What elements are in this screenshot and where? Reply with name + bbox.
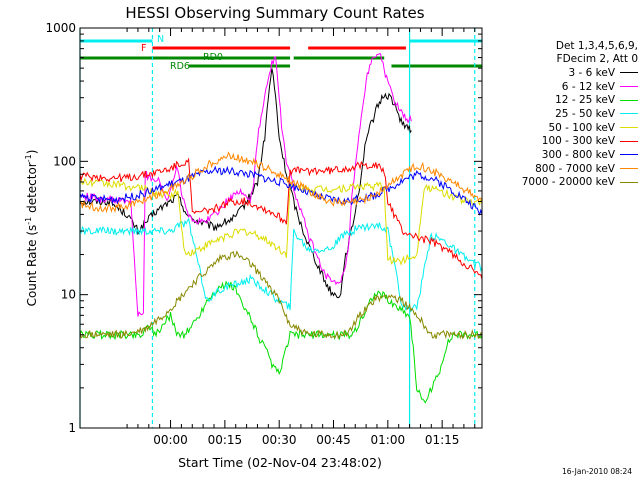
y-axis-label-mid: detector [25,162,39,217]
x-tick-label: 00:45 [316,433,351,447]
legend-entries: 3 - 6 keV 6 - 12 keV 12 - 25 keV 25 - 50 ke… [470,66,638,189]
legend-label: 7000 - 20000 keV [521,176,615,189]
legend-swatch [620,86,638,88]
x-tick-label: 01:15 [425,433,460,447]
x-tick-label: 00:30 [262,433,297,447]
legend-entry-50-100-kev: 50 - 100 keV [470,121,638,135]
legend-label: 800 - 7000 keV [535,162,615,175]
series-lines [79,53,483,404]
legend-swatch [620,154,638,156]
legend-entry-100-300-kev: 100 - 300 keV [470,134,638,148]
legend-swatch [620,113,638,115]
legend-label: 6 - 12 keV [561,80,615,93]
legend-entry-25-50-kev: 25 - 50 keV [470,107,638,121]
y-tick-label: 10 [61,288,76,302]
chart-title: HESSI Observing Summary Count Rates [125,4,424,22]
series-line-25-50-kev [79,217,483,313]
legend-swatch [620,72,638,74]
legend-entry-6-12-kev: 6 - 12 keV [470,80,638,94]
vertical-markers [79,28,476,428]
x-axis: 00:00 00:15 00:30 00:45 01:00 01:15 [126,28,476,447]
legend-label: 100 - 300 keV [541,135,615,148]
legend-swatch [620,168,638,170]
flag-label-rd0: RD0 [203,52,223,63]
legend-label: 3 - 6 keV [568,66,615,79]
legend-swatch [620,127,638,129]
legend-label: 25 - 50 keV [555,107,615,120]
legend: Det 1,3,4,5,6,9, FDecim 2, Att 0 3 - 6 k… [470,40,638,189]
plot-frame [79,27,483,429]
y-tick-label: 100 [53,154,76,168]
flag-label-rd6: RD6 [170,61,190,72]
series-line-3-6-kev [79,68,412,299]
legend-entry-7000-20000-kev: 7000 - 20000 keV [470,176,638,190]
flag-label-n: N [157,34,164,45]
flag-bars: NF RD0 RD6 [80,34,482,72]
legend-label: 50 - 100 keV [548,121,615,134]
series-line-12-25-kev [79,280,483,404]
x-tick-label: 00:00 [153,433,188,447]
legend-swatch [620,99,638,101]
y-axis-label-end: ) [25,150,39,155]
y-axis-label: Count Rate (s-1 detector-1) [24,150,39,307]
series-line-6-12-kev [79,53,412,317]
legend-label: 12 - 25 keV [555,94,615,107]
legend-entry-300-800-kev: 300 - 800 keV [470,148,638,162]
series-line-50-100-kev [79,177,483,266]
footer-timestamp: 16-Jan-2010 08:24 [561,467,632,476]
flag-label-f: F [141,43,146,54]
series-line-300-800-kev [79,165,483,216]
legend-entry-800-7000-kev: 800 - 7000 keV [470,162,638,176]
y-tick-label: 1000 [45,21,76,35]
legend-entry-3-6-kev: 3 - 6 keV [470,66,638,80]
x-tick-label: 00:15 [208,433,243,447]
x-axis-label: Start Time (02-Nov-04 23:48:02) [178,455,382,470]
series-line-800-7000-kev [79,151,483,214]
y-axis-label-sup2: -1 [24,154,33,162]
legend-entry-12-25-kev: 12 - 25 keV [470,93,638,107]
series-line-100-300-kev [79,157,483,280]
y-tick-label: 1 [68,421,76,435]
legend-header: Det 1,3,4,5,6,9, FDecim 2, Att 0 [555,40,638,65]
y-axis: 1 10 100 1000 [45,21,482,435]
series-line-7000-20000-kev [79,250,483,340]
legend-swatch [620,181,638,183]
legend-swatch [620,140,638,142]
legend-label: 300 - 800 keV [541,148,615,161]
x-tick-label: 01:00 [371,433,406,447]
y-axis-label-sup1: -1 [24,217,33,225]
